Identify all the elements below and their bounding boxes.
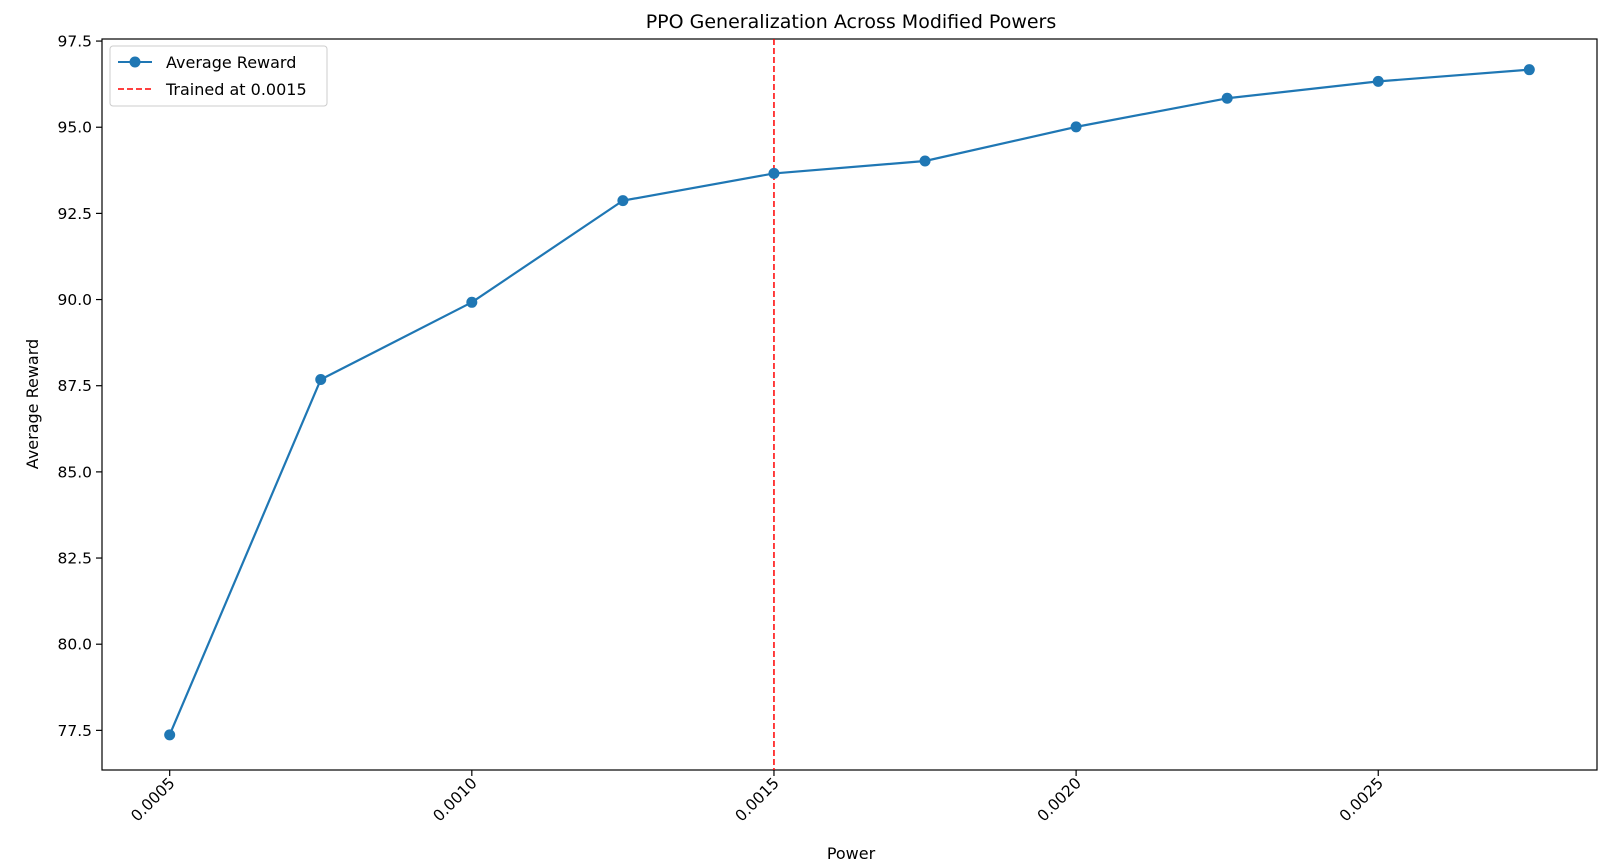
y-tick-label: 80.0 xyxy=(57,636,92,654)
y-tick-label: 95.0 xyxy=(57,119,92,137)
data-point xyxy=(617,195,629,207)
data-point xyxy=(1523,64,1535,76)
series-line xyxy=(168,68,1530,736)
data-point xyxy=(164,729,176,741)
data-point xyxy=(1221,92,1233,104)
legend-box xyxy=(109,45,328,107)
y-axis-ticks: 77.5 80.0 82.5 85.0 87.5 90.0 92.5 95.0 97.5 xyxy=(57,33,102,740)
series-layer xyxy=(164,64,1535,741)
plot-area xyxy=(101,38,1598,771)
chart-title: PPO Generalization Across Modified Power… xyxy=(646,11,1057,33)
legend-label-reference: Trained at 0.0015 xyxy=(165,80,307,99)
y-axis-title: Average Reward xyxy=(23,339,42,469)
data-point xyxy=(768,167,780,179)
x-axis-title: Power xyxy=(827,844,876,863)
legend: Average Reward Trained at 0.0015 xyxy=(109,45,328,107)
y-tick-label: 97.5 xyxy=(57,33,92,51)
y-tick-label: 82.5 xyxy=(57,550,92,568)
data-point xyxy=(466,296,478,308)
y-tick-label: 92.5 xyxy=(57,205,92,223)
data-point xyxy=(315,374,327,386)
legend-swatch-marker xyxy=(129,56,141,68)
y-tick-label: 90.0 xyxy=(57,291,92,309)
legend-label-series: Average Reward xyxy=(166,53,296,72)
y-tick-label: 87.5 xyxy=(57,377,92,395)
data-point xyxy=(1070,121,1082,133)
y-tick-label: 85.0 xyxy=(57,463,92,481)
y-tick-label: 77.5 xyxy=(57,722,92,740)
data-point xyxy=(919,155,931,167)
data-point xyxy=(1372,75,1384,87)
